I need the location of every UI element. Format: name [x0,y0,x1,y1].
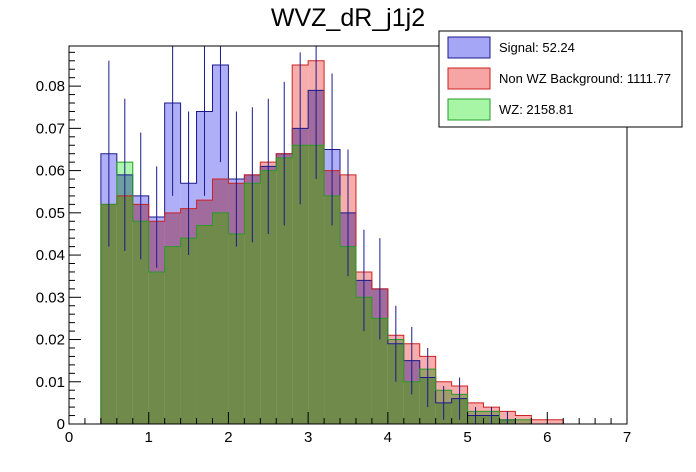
y-tick-label-0: 0 [57,416,65,433]
legend-swatch-non-wz-background [447,67,491,90]
overlap-all-10 [260,170,277,424]
legend-swatch-signal [447,36,491,59]
y-tick-label-0.07: 0.07 [36,120,65,137]
x-tick-label-7: 7 [623,429,631,446]
y-tick-label-0.02: 0.02 [36,332,65,349]
outline-wz [100,144,564,425]
overlap-all-8 [228,233,245,424]
legend-label-wz: WZ: 2158.81 [499,102,573,117]
overlap-all-12 [292,145,309,424]
overlap-all-2 [132,221,149,424]
overlap-signal-bkg-6 [196,200,213,226]
signal-error-bars [108,46,508,424]
x-tick-label-2: 2 [224,429,232,446]
legend-label-signal: Signal: 52.24 [499,40,575,55]
y-tick-label-0.04: 0.04 [36,247,65,264]
overlap-all-11 [276,157,293,424]
overlap-bkg-wz-26 [515,419,532,424]
overlap-all-14 [324,195,341,424]
overlap-all-3 [148,271,165,424]
histogram-overlap [100,90,532,424]
x-tick-label-6: 6 [543,429,551,446]
overlap-all-1 [116,195,133,424]
overlap-all-19 [403,381,420,424]
overlap-all-18 [387,343,404,424]
y-tick-label-0.03: 0.03 [36,289,65,306]
y-tick-label-0.06: 0.06 [36,163,65,180]
overlap-all-0 [100,204,117,424]
axes: 0 1 2 3 4 5 6 7 0 0.01 0.02 0.03 0.04 0.05 0.06 0.07 0.0… [36,45,631,446]
overlap-all-15 [340,246,356,424]
x-tick-label-1: 1 [145,429,153,446]
y-tick-label-0.01: 0.01 [36,374,65,391]
plot-frame [68,45,628,425]
overlap-all-4 [164,246,181,424]
chart-title: WVZ_dR_j1j2 [271,4,425,32]
legend: Signal: 52.24 Non WZ Background: 1111.77 W… [438,30,683,128]
overlap-all-5 [180,238,197,424]
bar-non-wz-background-27 [531,419,548,424]
x-tick-label-0: 0 [65,429,73,446]
x-tick-label-3: 3 [304,429,312,446]
bar-non-wz-background-28 [547,419,564,424]
overlap-all-9 [244,183,261,424]
legend-swatch-wz [447,98,491,121]
y-tick-label-0.05: 0.05 [36,205,65,222]
x-tick-label-5: 5 [463,429,471,446]
overlap-signal-bkg-7 [212,179,229,213]
overlap-signal-bkg-4 [164,212,181,247]
overlap-all-17 [371,318,388,424]
overlap-all-6 [196,225,213,424]
overlap-all-16 [355,297,372,424]
x-tick-label-4: 4 [384,429,392,446]
overlap-all-7 [212,212,229,424]
overlap-all-13 [308,145,325,424]
y-tick-label-0.08: 0.08 [36,78,65,95]
legend-label-non-wz-background: Non WZ Background: 1111.77 [499,71,671,86]
